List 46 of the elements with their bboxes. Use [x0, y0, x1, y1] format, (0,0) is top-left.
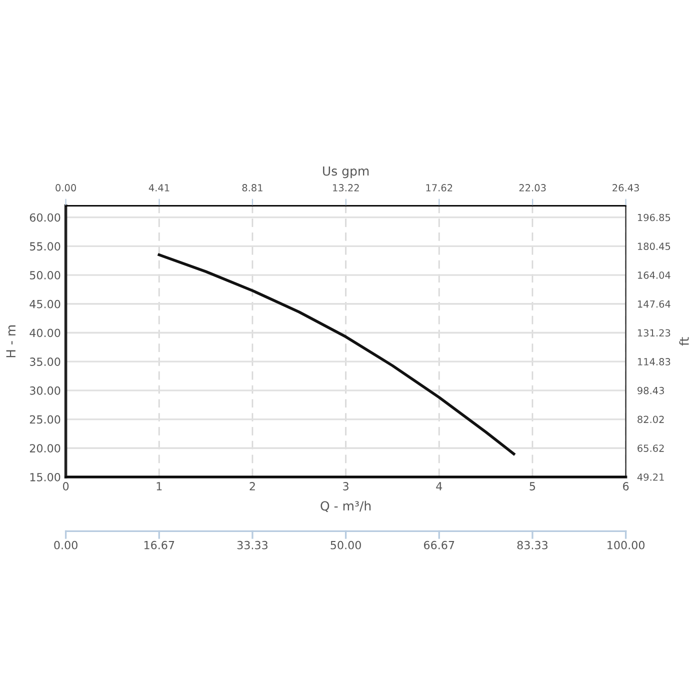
x2-axis-title: Us gpm: [323, 166, 369, 178]
x-tick-label: 0: [63, 482, 69, 490]
y2-tick-label: 114.83: [638, 358, 670, 366]
y-tick-label: 45.00: [30, 300, 60, 308]
y2-tick-label: 164.04: [638, 272, 670, 279]
text: 16.67: [144, 540, 174, 550]
x2-tick-label: 13.22: [333, 184, 359, 192]
y-tick-label: 60.00: [30, 213, 60, 222]
text: 100.00: [608, 540, 644, 550]
x-tick-label: 2: [250, 482, 255, 490]
y2-axis-title: ft: [679, 337, 689, 346]
y-axis-title: H - m: [6, 325, 16, 358]
y2-tick-label: 131.23: [638, 329, 670, 337]
text: 50.00: [330, 540, 361, 550]
x2-tick-label: 0.00: [56, 184, 76, 192]
y-tick-label: 15.00: [30, 472, 60, 482]
y-tick-label: 25.00: [30, 415, 60, 424]
text: 83.33: [517, 540, 548, 550]
y-tick-label: 20.00: [30, 444, 60, 453]
y-tick-label: 30.00: [30, 386, 60, 395]
y2-tick-label: 82.02: [638, 416, 664, 424]
x-tick-label: 3: [343, 482, 348, 490]
y-tick-label: 40.00: [30, 328, 60, 338]
x-tick-label: 5: [530, 482, 536, 490]
x-tick-label: 6: [623, 482, 629, 490]
x2-tick-label: 17.62: [426, 184, 452, 192]
y2-tick-label: 180.45: [638, 242, 670, 250]
x-axis-title: Q - m³/h: [320, 500, 371, 512]
y-tick-label: 50.00: [30, 271, 60, 280]
line-series: [158, 253, 516, 456]
y2-tick-label: 147.64: [638, 300, 670, 308]
y2-tick-label: 65.62: [638, 444, 664, 452]
x2-tick-label: 8.81: [242, 184, 262, 192]
x2-tick-label: 4.41: [148, 184, 170, 192]
y2-tick-label: 49.21: [637, 473, 664, 481]
y-tick-label: 55.00: [30, 242, 60, 251]
x2-tick-label: 26.43: [612, 184, 639, 192]
text: 66.67: [424, 540, 454, 550]
y2-tick-label: 98.43: [638, 386, 664, 394]
x-tick-label: 4: [436, 482, 442, 490]
text: 33.33: [237, 540, 268, 550]
y-tick-label: 35.00: [30, 358, 60, 366]
x2-tick-label: 22.03: [519, 184, 546, 192]
text: 0.00: [54, 540, 78, 550]
x-tick-label: 1: [156, 482, 162, 490]
y2-tick-label: 196.85: [638, 214, 670, 222]
